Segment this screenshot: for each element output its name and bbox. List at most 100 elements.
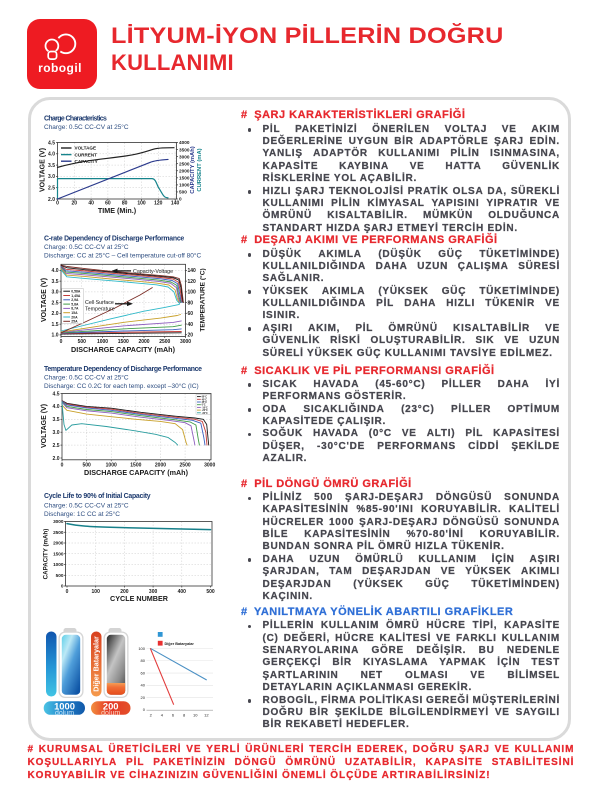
- svg-text:2000: 2000: [179, 168, 190, 173]
- svg-text:VOLTAGE (V): VOLTAGE (V): [41, 404, 48, 448]
- svg-text:60: 60: [105, 201, 111, 207]
- svg-text:100: 100: [138, 646, 145, 651]
- svg-text:0: 0: [179, 197, 182, 202]
- svg-text:Discharge: CC 0.2C for each te: Discharge: CC 0.2C for each temp. except…: [44, 382, 199, 390]
- svg-text:CAPACITY: CAPACITY: [75, 159, 98, 164]
- svg-text:DISCHARGE CAPACITY (mAh): DISCHARGE CAPACITY (mAh): [84, 468, 189, 477]
- svg-text:VOLTAGE (V): VOLTAGE (V): [40, 148, 47, 192]
- svg-text:8: 8: [183, 713, 186, 718]
- svg-text:4000: 4000: [179, 140, 190, 145]
- svg-text:1500: 1500: [118, 339, 129, 345]
- svg-text:120: 120: [154, 201, 163, 207]
- svg-text:2000: 2000: [53, 541, 64, 546]
- svg-text:3500: 3500: [179, 147, 190, 152]
- svg-text:400: 400: [178, 589, 187, 595]
- svg-text:Discharge: CC at 25°C – Cell t: Discharge: CC at 25°C – Cell temperature…: [44, 252, 201, 260]
- svg-text:-30°C: -30°C: [202, 412, 208, 415]
- svg-text:2500: 2500: [159, 339, 170, 345]
- svg-text:CYCLE NUMBER: CYCLE NUMBER: [110, 594, 169, 603]
- svg-text:2.5: 2.5: [52, 300, 59, 306]
- svg-text:2.5: 2.5: [53, 443, 60, 449]
- svg-text:robogil: robogil: [38, 61, 82, 75]
- svg-text:Capacity-Voltage: Capacity-Voltage: [133, 269, 173, 275]
- svg-text:1000: 1000: [97, 339, 108, 345]
- svg-text:8,7A: 8,7A: [71, 307, 79, 311]
- svg-text:20: 20: [188, 333, 194, 339]
- svg-text:TEMPERATURE (°C): TEMPERATURE (°C): [199, 268, 207, 331]
- svg-text:20: 20: [72, 201, 78, 207]
- svg-text:60: 60: [188, 311, 194, 317]
- svg-text:Charge: 0.5C CC-CV at 25°C: Charge: 0.5C CC-CV at 25°C: [44, 243, 129, 251]
- svg-text:3.0: 3.0: [48, 174, 55, 180]
- svg-text:CURRENT: CURRENT: [75, 152, 98, 157]
- svg-text:2.5: 2.5: [48, 186, 55, 192]
- svg-text:40: 40: [88, 201, 94, 207]
- svg-text:Charge: 0.5C CC-CV at 25°C: Charge: 0.5C CC-CV at 25°C: [44, 374, 129, 382]
- svg-text:3000: 3000: [53, 519, 64, 524]
- svg-text:1500: 1500: [179, 176, 190, 181]
- svg-text:10: 10: [193, 713, 198, 718]
- svg-text:60°C: 60°C: [202, 396, 208, 399]
- svg-text:100: 100: [137, 201, 146, 207]
- svg-text:1.5: 1.5: [52, 322, 59, 328]
- svg-text:Cycle Life to 90% of Initial C: Cycle Life to 90% of Initial Capacity: [44, 493, 151, 500]
- svg-text:-10°C: -10°C: [202, 406, 208, 409]
- svg-text:4: 4: [161, 713, 164, 718]
- svg-text:4.0: 4.0: [52, 268, 59, 274]
- svg-text:100: 100: [92, 589, 101, 595]
- svg-text:Charge Characteristics: Charge Characteristics: [44, 116, 107, 123]
- svg-text:DISCHARGE CAPACITY (mAh): DISCHARGE CAPACITY (mAh): [71, 345, 176, 354]
- svg-text:200: 200: [103, 701, 119, 712]
- svg-text:4.0: 4.0: [53, 404, 60, 410]
- svg-text:500: 500: [82, 463, 91, 469]
- svg-text:4.5: 4.5: [53, 391, 60, 397]
- svg-text:1.0: 1.0: [52, 333, 59, 339]
- svg-text:140: 140: [171, 201, 180, 207]
- svg-text:0: 0: [61, 584, 64, 589]
- svg-text:2: 2: [150, 713, 153, 718]
- svg-text:1000: 1000: [179, 183, 190, 188]
- svg-text:CURRENT (mA): CURRENT (mA): [197, 148, 203, 191]
- svg-text:0°C: 0°C: [202, 404, 206, 407]
- svg-text:80: 80: [188, 300, 194, 306]
- svg-text:Discharge: 1C CC at 25°C: Discharge: 1C CC at 25°C: [44, 510, 120, 518]
- svg-text:2.0: 2.0: [52, 311, 59, 317]
- svg-text:3.0: 3.0: [53, 430, 60, 436]
- svg-text:2500: 2500: [53, 530, 64, 535]
- svg-text:1000: 1000: [54, 701, 75, 712]
- svg-text:C-rate Dependency of Discharge: C-rate Dependency of Discharge Performan…: [44, 236, 184, 243]
- svg-text:TIME (Min.): TIME (Min.): [98, 206, 137, 215]
- svg-text:1000: 1000: [106, 463, 117, 469]
- svg-text:3.5: 3.5: [48, 163, 55, 169]
- svg-text:12: 12: [204, 713, 209, 718]
- svg-text:1,45A: 1,45A: [71, 294, 81, 298]
- svg-text:0: 0: [61, 463, 64, 469]
- svg-text:1500: 1500: [53, 551, 64, 556]
- svg-text:CAPACITY (mAh): CAPACITY (mAh): [190, 146, 196, 194]
- svg-text:2,9A: 2,9A: [71, 298, 79, 302]
- svg-text:Cell Surface: Cell Surface: [85, 300, 114, 306]
- svg-text:45°C: 45°C: [202, 398, 208, 401]
- svg-text:4.5: 4.5: [48, 140, 55, 146]
- svg-text:25A: 25A: [71, 320, 78, 324]
- svg-text:3.5: 3.5: [53, 417, 60, 423]
- svg-text:Temperature: Temperature: [85, 306, 115, 312]
- svg-text:VOLTAGE (V): VOLTAGE (V): [41, 278, 48, 322]
- svg-text:20A: 20A: [71, 315, 78, 319]
- svg-text:3000: 3000: [204, 463, 215, 469]
- svg-text:500: 500: [179, 190, 187, 195]
- svg-text:dolum: dolum: [101, 710, 120, 717]
- svg-text:2500: 2500: [180, 463, 191, 469]
- svg-text:Charge: 0.5C CC-CV at 25°C: Charge: 0.5C CC-CV at 25°C: [44, 123, 129, 131]
- svg-text:500: 500: [206, 589, 215, 595]
- svg-text:0: 0: [143, 707, 146, 712]
- svg-text:1500: 1500: [130, 463, 141, 469]
- svg-text:3000: 3000: [180, 339, 191, 345]
- svg-text:500: 500: [56, 573, 64, 578]
- svg-text:-20°C: -20°C: [202, 409, 208, 412]
- svg-text:60: 60: [141, 670, 146, 675]
- svg-text:200: 200: [120, 589, 129, 595]
- svg-text:0: 0: [60, 339, 63, 345]
- svg-text:dolum: dolum: [55, 710, 74, 717]
- svg-text:0: 0: [66, 589, 69, 595]
